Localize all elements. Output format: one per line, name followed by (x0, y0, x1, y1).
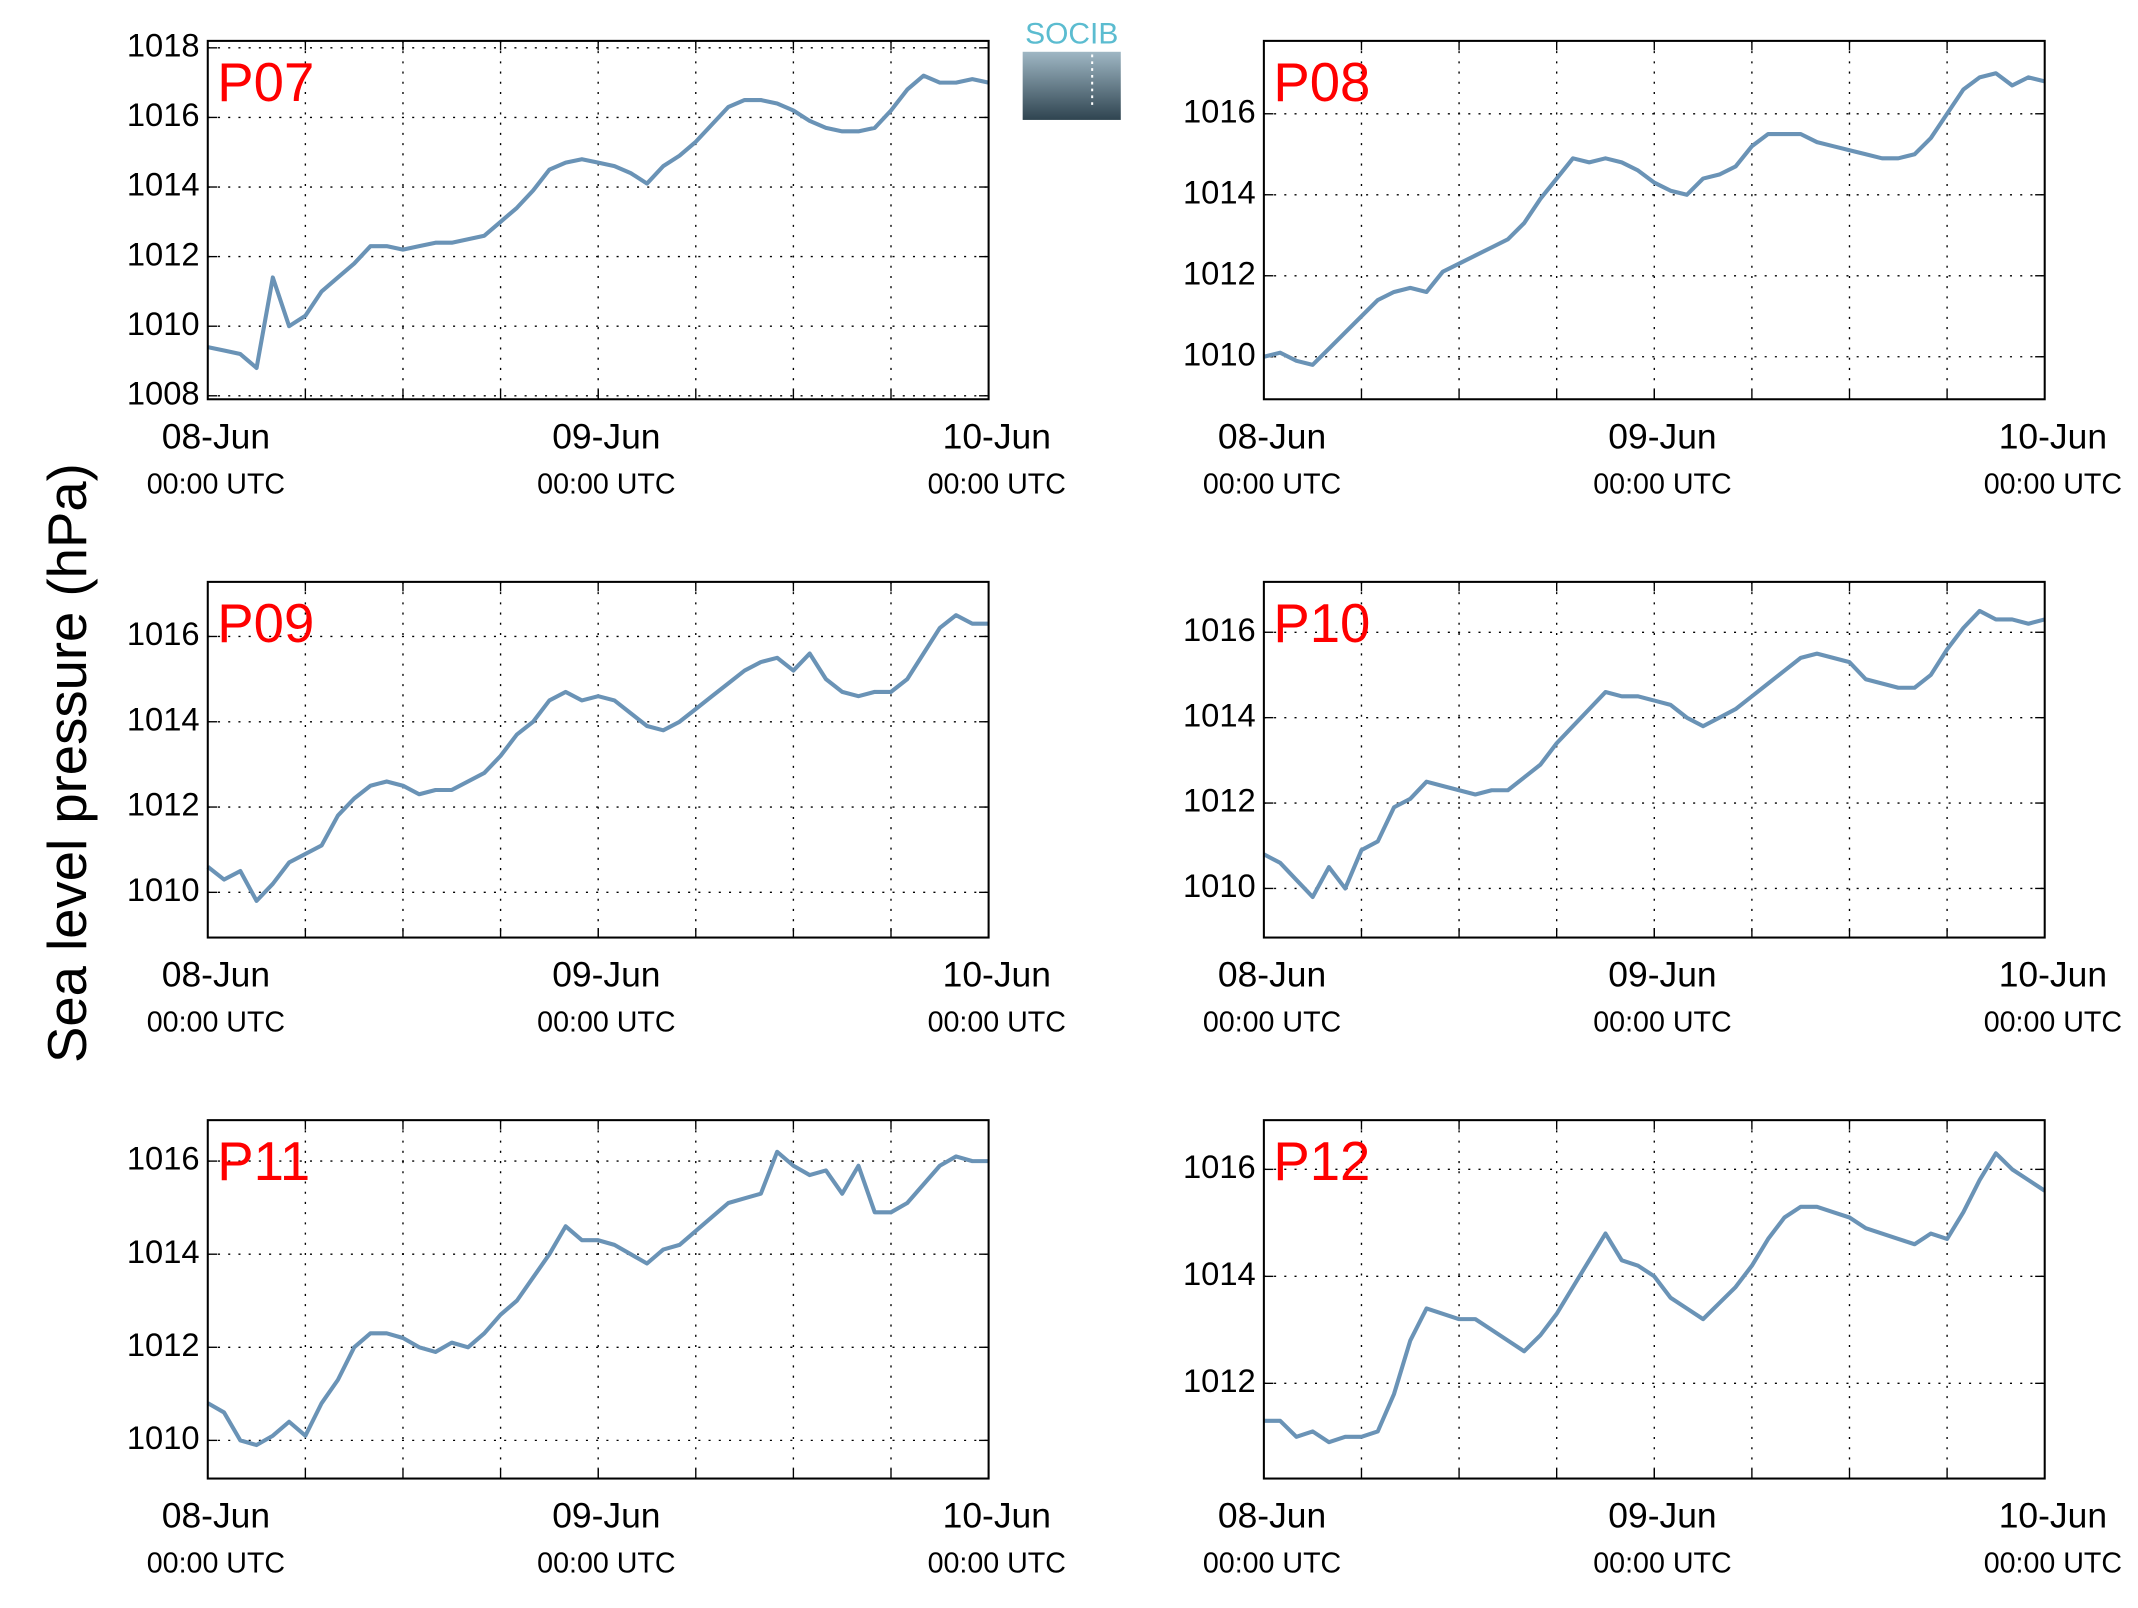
panel-label: P09 (217, 593, 314, 654)
plot-frame (1262, 580, 2046, 939)
x-tick-label: 00:00 UTC (1593, 1548, 1731, 1580)
data-line (207, 73, 990, 371)
y-tick-label: 1016 (127, 1140, 200, 1177)
x-tick-label: 00:00 UTC (537, 468, 675, 500)
x-tick-label: 08-Jun (162, 1496, 270, 1536)
x-tick-label: 10-Jun (1999, 1496, 2107, 1536)
panel: 1010 1012 1014 1016 08-Jun 00:00 UTC 09-Jun 00:… (1183, 39, 2122, 500)
plot-frame (206, 580, 990, 939)
x-tick-label: 10-Jun (1999, 955, 2107, 995)
panel-label: P12 (1273, 1131, 1370, 1192)
x-tick-label: 00:00 UTC (1984, 1548, 2122, 1580)
y-tick-label: 1012 (1183, 254, 1256, 291)
panel-label: P07 (217, 52, 314, 113)
logo-text: SOCIB (1025, 18, 1118, 51)
y-tick-label: 1010 (127, 305, 200, 342)
x-tick-label: 00:00 UTC (537, 1007, 675, 1039)
x-tick-label: 00:00 UTC (928, 1007, 1066, 1039)
y-tick-label: 1014 (127, 700, 200, 737)
data-line (206, 1149, 989, 1448)
y-tick-label: 1008 (127, 374, 200, 411)
panel: 1012 1014 1016 08-Jun 00:00 UTC 09-Jun 00:00 U… (1183, 1119, 2122, 1580)
y-tick-label: 1016 (1183, 1148, 1256, 1185)
x-tick-label: 00:00 UTC (1984, 468, 2122, 500)
y-tick-label: 1014 (1183, 173, 1256, 210)
x-tick-label: 10-Jun (1999, 416, 2107, 456)
x-tick-label: 00:00 UTC (928, 1548, 1066, 1580)
y-tick-label: 1012 (127, 235, 200, 272)
x-tick-label: 00:00 UTC (1593, 468, 1731, 500)
x-tick-label: 08-Jun (1218, 1496, 1326, 1536)
y-tick-label: 1014 (127, 1233, 200, 1270)
data-line (1262, 608, 2046, 900)
y-tick-label: 1016 (127, 615, 200, 652)
x-tick-label: 09-Jun (552, 1496, 660, 1536)
data-line (206, 613, 989, 903)
x-tick-label: 08-Jun (162, 955, 270, 995)
x-tick-label: 09-Jun (1608, 1496, 1716, 1536)
x-tick-label: 09-Jun (552, 416, 660, 456)
y-tick-label: 1016 (1183, 611, 1256, 648)
x-tick-label: 00:00 UTC (537, 1548, 675, 1580)
x-tick-label: 00:00 UTC (147, 468, 285, 500)
logo: SOCIB (1022, 18, 1121, 120)
x-tick-label: 09-Jun (1608, 416, 1716, 456)
panel: 1010 1012 1014 1016 08-Jun 00:00 UTC 09-Jun 00:… (1183, 580, 2122, 1039)
y-tick-label: 1010 (127, 1419, 200, 1456)
x-tick-label: 00:00 UTC (1203, 468, 1341, 500)
x-tick-label: 00:00 UTC (1593, 1007, 1731, 1039)
panel: 1008 1010 1012 1014 1016 1018 08-Jun 00:00 UTC 0… (127, 26, 1066, 500)
plot-frame (1262, 1119, 2046, 1480)
data-line (1263, 71, 2046, 367)
y-tick-label: 1010 (127, 871, 200, 908)
data-line (1263, 1151, 2046, 1445)
x-tick-label: 08-Jun (1218, 416, 1326, 456)
panel-label: P11 (217, 1131, 310, 1192)
x-tick-label: 00:00 UTC (1984, 1007, 2122, 1039)
y-axis-label: Sea level pressure (hPa) (37, 463, 98, 1063)
y-tick-label: 1014 (127, 166, 200, 203)
y-tick-label: 1012 (127, 1326, 200, 1363)
panel: 1010 1012 1014 1016 08-Jun 00:00 UTC 09-Jun 00:… (127, 580, 1066, 1039)
x-tick-label: 08-Jun (1218, 955, 1326, 995)
x-tick-label: 09-Jun (552, 955, 660, 995)
panel-label: P10 (1273, 593, 1370, 654)
x-tick-label: 00:00 UTC (147, 1007, 285, 1039)
y-tick-label: 1014 (1183, 1255, 1256, 1292)
y-tick-label: 1010 (1183, 335, 1256, 372)
y-tick-label: 1012 (1183, 1362, 1256, 1399)
x-tick-label: 00:00 UTC (928, 468, 1066, 500)
y-tick-label: 1016 (1183, 92, 1256, 129)
plot-frame (1262, 39, 2046, 401)
panel-label: P08 (1273, 52, 1370, 113)
x-tick-label: 10-Jun (943, 955, 1051, 995)
y-tick-label: 1016 (127, 96, 200, 133)
panel: 1010 1012 1014 1016 08-Jun 00:00 UTC 09-Jun 00:… (127, 1119, 1066, 1580)
logo-box (1022, 51, 1121, 120)
x-tick-label: 09-Jun (1608, 955, 1716, 995)
x-tick-label: 00:00 UTC (1203, 1548, 1341, 1580)
x-tick-label: 10-Jun (943, 1496, 1051, 1536)
y-tick-label: 1012 (127, 786, 200, 823)
plot-frame (206, 1119, 990, 1480)
y-tick-label: 1012 (1183, 782, 1256, 819)
x-tick-label: 00:00 UTC (147, 1548, 285, 1580)
x-tick-label: 00:00 UTC (1203, 1007, 1341, 1039)
y-tick-label: 1014 (1183, 696, 1256, 733)
x-tick-label: 10-Jun (943, 416, 1051, 456)
y-tick-label: 1018 (127, 26, 200, 63)
x-tick-label: 08-Jun (162, 416, 270, 456)
plot-frame (206, 39, 990, 401)
y-tick-label: 1010 (1183, 867, 1256, 904)
